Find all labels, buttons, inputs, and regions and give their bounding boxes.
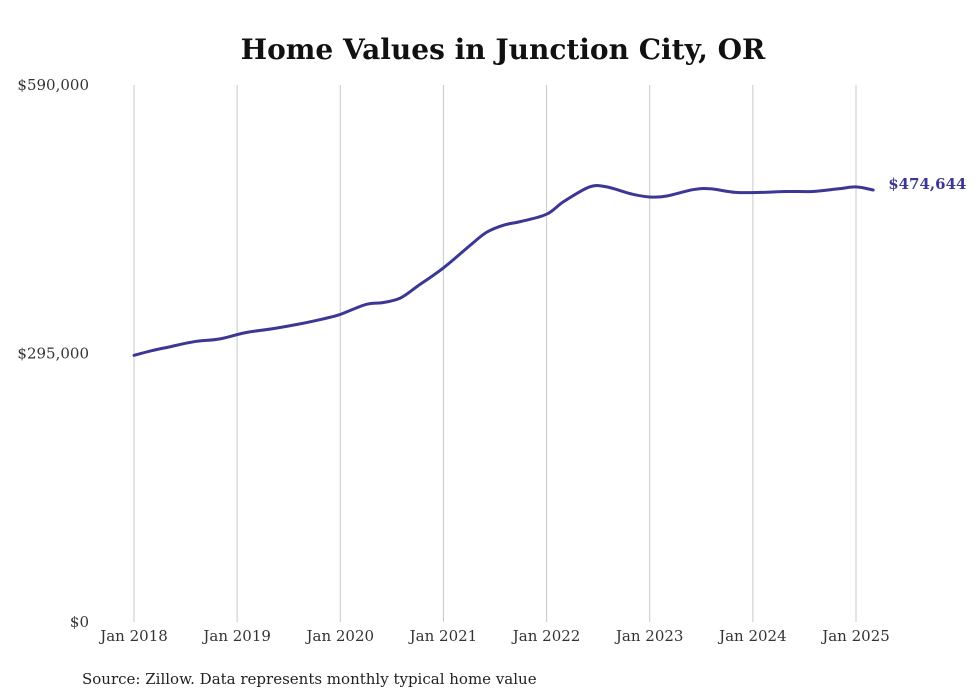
x-tick-label: Jan 2021 [408,627,478,645]
x-tick-label: Jan 2023 [614,627,684,645]
y-tick-label: $590,000 [17,76,89,94]
y-axis: $0 $295,000 $590,000 [17,76,89,631]
y-tick-label: $295,000 [17,345,89,363]
y-tick-label: $0 [70,613,89,631]
plot-area: $474,644 [132,175,966,357]
x-tick-label: Jan 2022 [511,627,581,645]
series-line [132,184,875,357]
x-tick-label: Jan 2019 [201,627,271,645]
x-tick-label: Jan 2018 [98,627,168,645]
x-tick-label: Jan 2020 [305,627,375,645]
chart-title: Home Values in Junction City, OR [241,33,766,66]
x-tick-label: Jan 2024 [717,627,787,645]
source-note: Source: Zillow. Data represents monthly … [82,670,537,688]
x-tick-label: Jan 2025 [820,627,890,645]
grid-lines [133,85,857,622]
end-value-label: $474,644 [888,175,966,193]
x-axis: Jan 2018 Jan 2019 Jan 2020 Jan 2021 Jan 2022… [98,627,890,645]
